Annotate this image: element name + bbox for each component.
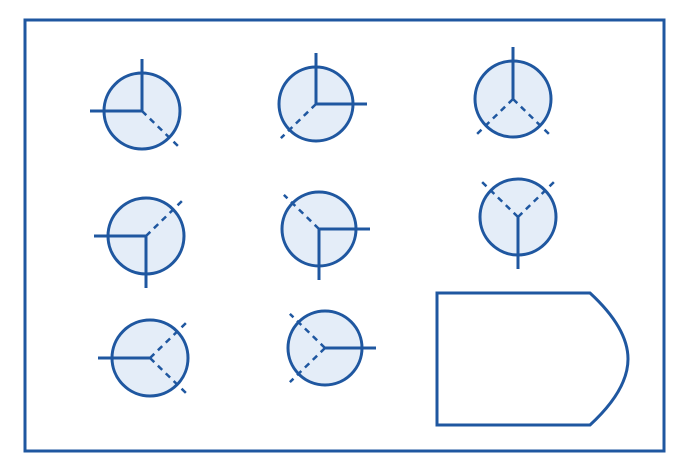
figure-2 [277, 53, 367, 143]
figure-4-dashed-spoke-up-right [145, 200, 183, 237]
outer-frame [23, 18, 666, 453]
figure-8-dashed-spoke-down-left [288, 347, 326, 384]
figure-5-dashed-spoke-up-left [282, 193, 320, 230]
answer-box[interactable] [435, 291, 630, 427]
figure-7-dashed-spoke-down-right [149, 357, 187, 394]
figure-6 [478, 177, 558, 269]
figure-8 [286, 309, 376, 387]
figure-4 [94, 196, 186, 288]
figure-5 [280, 190, 370, 280]
figure-7 [98, 318, 190, 398]
figure-6-dashed-spoke-up-right [517, 181, 555, 218]
figure-3-dashed-spoke-down-right [512, 98, 550, 135]
figure-6-dashed-spoke-up-left [481, 181, 519, 218]
figure-7-dashed-spoke-up-right [149, 322, 187, 359]
figure-grid [90, 47, 558, 398]
figure-1 [90, 59, 182, 151]
figure-8-dashed-spoke-up-left [288, 312, 326, 349]
figure-2-dashed-spoke-down-left [279, 103, 317, 140]
figure-3 [473, 47, 553, 139]
figure-3-dashed-spoke-down-left [476, 98, 514, 135]
figure-1-dashed-spoke-down-right [141, 110, 179, 147]
